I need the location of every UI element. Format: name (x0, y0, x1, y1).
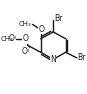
Text: CH₃: CH₃ (0, 36, 13, 42)
Text: N: N (50, 55, 56, 64)
Text: N: N (50, 55, 56, 64)
Text: O: O (22, 34, 28, 43)
Text: Br: Br (78, 53, 86, 62)
Text: O: O (9, 34, 14, 43)
Text: O: O (22, 47, 27, 56)
Text: CH₃: CH₃ (19, 21, 32, 27)
Text: O: O (22, 34, 28, 43)
Text: O: O (10, 34, 16, 43)
Text: O: O (39, 25, 44, 34)
Text: O: O (9, 34, 15, 43)
Text: Br: Br (54, 14, 63, 23)
Text: O: O (22, 47, 28, 56)
